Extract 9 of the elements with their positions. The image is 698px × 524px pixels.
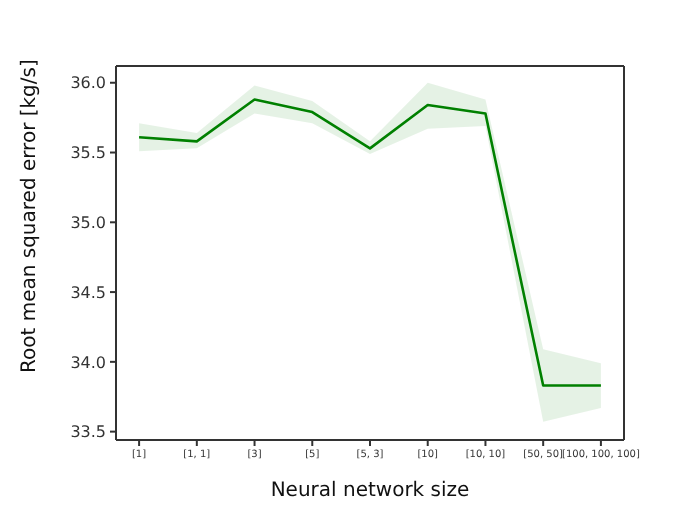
y-tick-label: 35.5 (70, 144, 106, 163)
y-tick-label: 36.0 (70, 74, 106, 93)
x-axis-title: Neural network size (270, 480, 470, 502)
line-series (137, 98, 603, 387)
y-tick-label: 35.0 (70, 213, 106, 232)
y-axis-title: Root mean squared error [kg/s] (19, 59, 42, 373)
y-tick-label: 34.5 (70, 283, 106, 302)
y-tick-label: 33.5 (70, 423, 106, 442)
y-tick-label: 34.0 (70, 353, 106, 372)
